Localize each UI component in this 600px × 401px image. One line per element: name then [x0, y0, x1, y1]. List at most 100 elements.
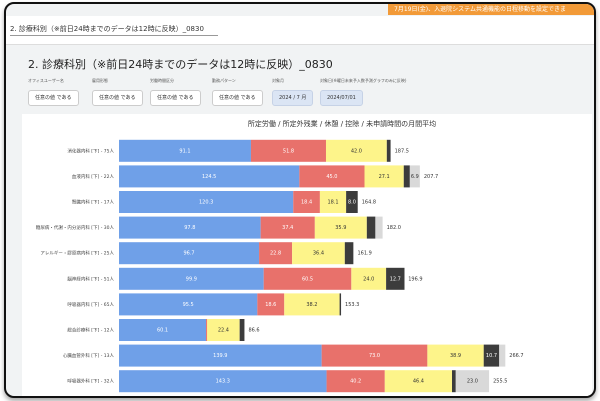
bar-segment [119, 319, 207, 341]
category-label: 腎臓内科 [下] - 17人 [72, 199, 115, 206]
bar-segment [339, 293, 342, 316]
value-label: 73.0 [369, 353, 380, 359]
value-label: 8.0 [348, 200, 356, 206]
total-label: 255.5 [493, 379, 507, 385]
total-label: 196.9 [408, 276, 422, 282]
filter: 労働時間区分 任意の値 である [150, 78, 201, 106]
bar-segment [346, 191, 358, 213]
bar-segment [364, 165, 404, 188]
value-label: 120.3 [199, 200, 213, 206]
filter-button[interactable]: 任意の値 である [92, 90, 143, 106]
value-label: 37.4 [282, 225, 293, 231]
filter-button[interactable]: 2024/07/01 [320, 90, 363, 106]
bar-segment [119, 370, 327, 393]
value-label: 27.1 [379, 174, 390, 180]
total-label: 187.5 [395, 148, 409, 154]
bar-segment [119, 242, 260, 265]
value-label: 124.5 [202, 174, 216, 180]
filter: 対象日(※曜日未来予入数予測グラフのみに反映) 2024/07/01 [320, 78, 406, 106]
value-label: 143.3 [216, 379, 230, 385]
filter-button[interactable]: 2024 / 7 月 [272, 90, 314, 106]
bar-segment [292, 242, 345, 265]
bar-segment [325, 139, 387, 162]
total-label: 182.0 [387, 225, 401, 231]
filter-button[interactable]: 任意の値 である [150, 90, 201, 106]
bar-segment [250, 139, 326, 162]
bar-segment [299, 165, 365, 188]
value-label: 40.2 [350, 379, 361, 385]
filter-button[interactable]: 任意の値 である [212, 90, 263, 106]
bar-segment [284, 293, 340, 316]
value-label: 91.1 [179, 148, 190, 154]
filter: 勤務パターン任意の値 である [212, 78, 263, 106]
bar-segment [344, 242, 354, 265]
value-label: 42.0 [351, 148, 362, 154]
total-label: 266.7 [509, 353, 523, 359]
filter-label: 対象日(※曜日未来予入数予測グラフのみに反映) [320, 78, 407, 83]
value-label: 60.5 [302, 276, 313, 282]
bar-segment [119, 293, 258, 316]
filter-label: 勤務パターン [212, 78, 236, 83]
page-title: 2. 診療科別（※前日24時までのデータは12時に反映）_0830 [28, 58, 333, 71]
bar-segment [257, 293, 285, 316]
category-label: 心臓血管外科 [下] - 13人 [63, 352, 115, 359]
value-label: 24.0 [363, 276, 374, 282]
header: 2. 診療科別（※前日24時までのデータは12時に反映）_0830 オフィスユーザ… [20, 48, 580, 110]
chart: 所定労働 / 所定外残業 / 休憩 / 控除 / 未申請時間の月間平均 消化器内… [22, 114, 592, 396]
tab-bar: 2. 診療科別（※前日24時までのデータは12時に反映）_0830 [6, 16, 594, 45]
filter-button[interactable]: 任意の値 である [28, 90, 79, 106]
filter-label: 対象月 [272, 78, 284, 83]
total-label: 161.9 [358, 251, 372, 257]
total-label: 153.3 [345, 302, 359, 308]
value-label: 22.4 [218, 328, 229, 334]
bar-segment [119, 344, 322, 367]
value-label: 38.9 [450, 353, 461, 359]
category-label: 消化器内科 [下] - 75人 [67, 147, 114, 154]
bar-segment [263, 267, 352, 290]
filter: オフィスユーザー名 任意の値 である [28, 78, 79, 106]
bar-segment [321, 344, 428, 367]
value-label: 6.9 [411, 174, 419, 180]
bar-segment [455, 370, 490, 393]
category-label: アレルギー・膠原病内科 [下] - 25人 [40, 250, 114, 257]
filter: 雇用形態任意の値 である [92, 78, 143, 106]
value-label: 99.9 [186, 276, 197, 282]
filter-label: 雇用形態 [92, 78, 108, 83]
bar-segment [483, 344, 500, 367]
value-label: 22.8 [270, 251, 281, 257]
bar-segment [119, 191, 294, 213]
category-label: 脳神経内科 [下] - 51人 [67, 275, 114, 282]
value-label: 97.8 [184, 225, 195, 231]
bar-segment [239, 319, 245, 341]
value-label: 36.4 [313, 251, 324, 257]
bar-segment [386, 267, 405, 290]
bar-segment [326, 370, 385, 393]
screen: 7月19日(金)、入退院システム共通機能の日程移動を設定できま 2. 診療科別（… [4, 2, 596, 398]
bar-segment [403, 165, 410, 188]
total-label: 164.8 [362, 200, 376, 206]
bar-segment [119, 165, 300, 188]
total-label: 207.7 [424, 174, 438, 180]
bar-segment [314, 216, 367, 239]
value-label: 95.5 [183, 302, 194, 308]
filter: 対象月 2024 / 7 月 [272, 78, 314, 106]
bar-segment [119, 139, 251, 162]
value-label: 12.7 [390, 276, 401, 282]
bar-segment [319, 191, 347, 213]
total-label: 86.6 [248, 328, 259, 334]
bar-segment [207, 319, 240, 341]
value-label: 10.7 [486, 353, 497, 359]
bar-segment [384, 370, 453, 393]
value-label: 60.1 [157, 328, 168, 334]
bar-segment [386, 139, 391, 162]
category-label: 総合診療科 [下] - 12人 [67, 327, 114, 334]
category-label: 糖尿病・代謝・内分泌内科 [下] - 30人 [36, 224, 115, 231]
value-label: 46.4 [413, 379, 424, 385]
chart-title: 所定労働 / 所定外残業 / 休憩 / 控除 / 未申請時間の月間平均 [248, 119, 436, 128]
value-label: 18.6 [265, 302, 276, 308]
bar-segment [351, 267, 387, 290]
tab[interactable]: 2. 診療科別（※前日24時までのデータは12時に反映）_0830 [10, 24, 218, 36]
bar-segment [366, 216, 376, 239]
bar-segment [452, 370, 456, 393]
value-label: 23.0 [467, 379, 478, 385]
